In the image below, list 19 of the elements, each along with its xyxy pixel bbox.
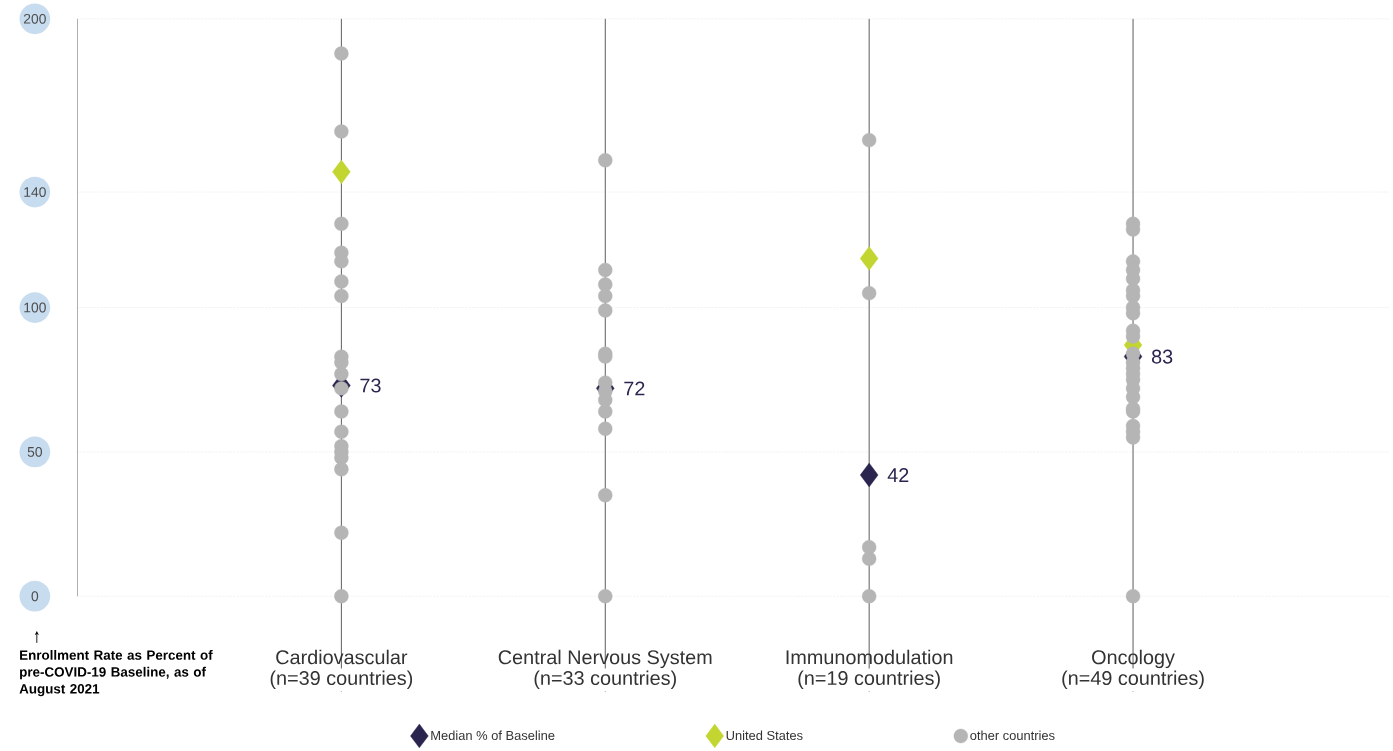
- data-label: 83: [1151, 349, 1173, 364]
- y-tick-label: 0: [31, 591, 39, 602]
- data-label: 72: [624, 381, 645, 396]
- legend-label: other countries: [970, 730, 1055, 741]
- legend-label: Median % of Baseline: [431, 730, 555, 741]
- y-tick-label: 200: [23, 13, 46, 24]
- data-label: 73: [360, 378, 381, 393]
- text: (n=39 countries): [270, 670, 413, 689]
- y-tick-label: 100: [24, 302, 46, 313]
- y-tick-label: 140: [24, 187, 46, 197]
- text: (n=49 countries): [1062, 670, 1204, 689]
- text: (n=19 countries): [798, 670, 940, 689]
- data-label: 42: [887, 468, 909, 482]
- legend-label: United States: [726, 730, 803, 741]
- text: (n=33 countries): [534, 670, 676, 689]
- x-tick-label: Oncology: [1092, 649, 1175, 669]
- x-tick-label: Immunomodulation: [786, 649, 953, 665]
- y-axis-title: Enrollment Rate as Percent of pre-COVID-19 Baseline, as of August 2021: [19, 650, 213, 697]
- y-tick-label: 50: [27, 446, 43, 457]
